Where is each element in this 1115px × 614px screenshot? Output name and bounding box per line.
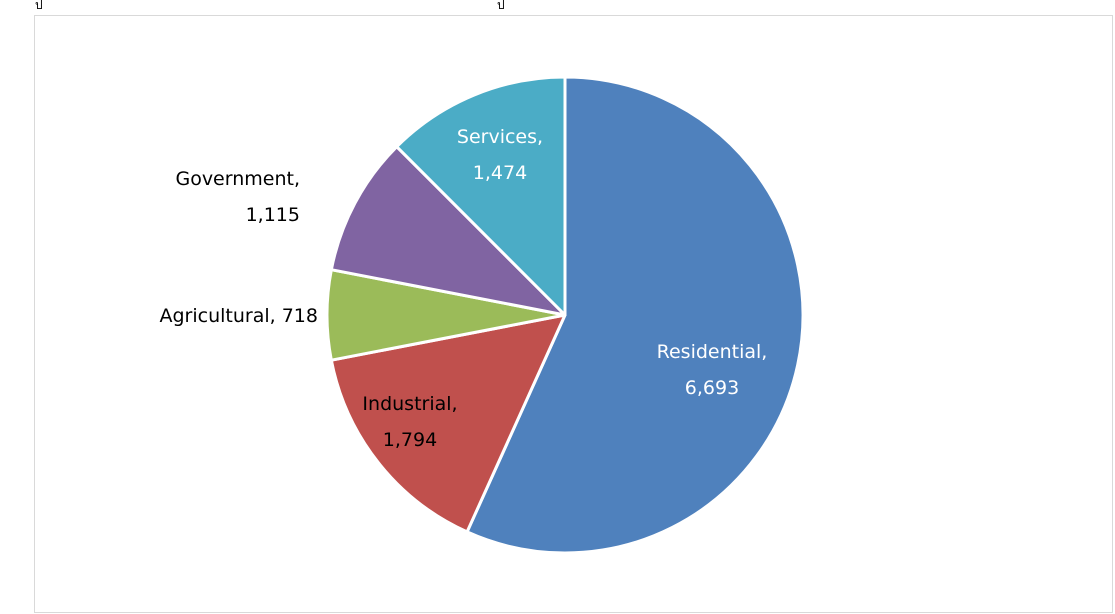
pie-slice-government — [329, 145, 567, 317]
data-label-industrial: Industrial, 1,794 — [362, 393, 457, 451]
data-label-category: Services, — [457, 126, 543, 148]
data-label-category: Residential, — [657, 341, 768, 363]
data-label-value: 6,693 — [685, 377, 739, 399]
pie-labels: Residential, 6,693 Industrial, 1,794 Agricul… — [160, 126, 768, 451]
top-edge-cropped-text: ป ป — [0, 0, 1115, 15]
cropped-glyph-left: ป — [35, 0, 43, 12]
pie-slices — [325, 75, 805, 555]
pie-slice-services — [395, 75, 567, 317]
data-label-category: Government, — [175, 168, 300, 190]
data-label-value: 1,115 — [246, 204, 300, 226]
cropped-glyph-middle: ป — [497, 0, 505, 12]
pie-slice-industrial — [329, 313, 567, 534]
data-label-value: 1,474 — [473, 162, 527, 184]
pie-slice-residential — [465, 75, 805, 555]
data-label-government: Government, 1,115 — [175, 168, 300, 226]
data-label-category: Industrial, — [362, 393, 457, 415]
data-label-value: 1,794 — [383, 429, 437, 451]
data-label-agricultural: Agricultural, 718 — [160, 305, 319, 327]
data-label-services: Services, 1,474 — [457, 126, 543, 184]
data-label-residential: Residential, 6,693 — [657, 341, 768, 399]
